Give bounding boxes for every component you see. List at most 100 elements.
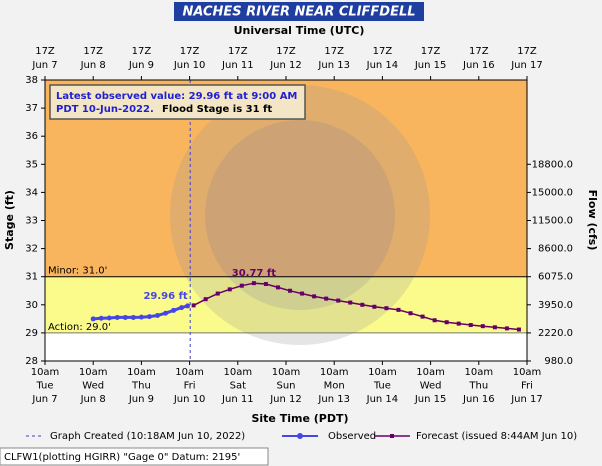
- x-tick-label: Jun 7: [31, 394, 57, 405]
- x-tick-label: Sun: [276, 381, 295, 392]
- y-axis-title: Stage (ft): [3, 190, 16, 250]
- footer-box: [0, 447, 269, 466]
- y-tick-label: 29: [25, 328, 38, 339]
- x2-tick-label: 17Z: [276, 46, 296, 57]
- y-tick-label: 38: [25, 75, 38, 86]
- y2-tick-label: 2220.0: [538, 328, 573, 339]
- x-tick-label: 10am: [79, 367, 108, 378]
- legend-label: Forecast (issued 8:44AM Jun 10): [416, 431, 577, 442]
- y2-tick-label: 15000.0: [532, 187, 573, 198]
- x2-tick-label: 17Z: [373, 46, 393, 57]
- x-tick-label: Jun 12: [269, 394, 302, 405]
- x-tick-label: Jun 13: [317, 394, 350, 405]
- y-tick-label: 37: [25, 103, 38, 114]
- data-point: [348, 300, 353, 305]
- footer: CLFW1(plotting HGIRR) "Gage 0" Datum: 21…: [4, 452, 240, 463]
- data-point: [408, 311, 413, 316]
- data-point: [227, 287, 232, 292]
- x2-tick-label: 17Z: [324, 46, 344, 57]
- x-axis-title: Site Time (PDT): [251, 412, 348, 425]
- data-point: [444, 320, 449, 325]
- x2-tick-label: 17Z: [228, 46, 248, 57]
- y-tick-label: 33: [25, 216, 38, 227]
- series-line: [193, 282, 520, 331]
- annotation: Latest observed value: 29.96 ft at 9:00 …: [56, 91, 297, 102]
- data-point: [516, 327, 521, 332]
- y2-tick-label: 6075.0: [538, 272, 573, 283]
- x-tick-label: 10am: [368, 367, 397, 378]
- frame: [44, 79, 528, 362]
- x-tick-label: 10am: [465, 367, 494, 378]
- x2-tick-label: Jun 10: [173, 60, 206, 71]
- value-label: 29.96 ft: [143, 291, 187, 302]
- x2-tick-label: Jun 8: [80, 60, 106, 71]
- x-tick-label: 10am: [31, 367, 60, 378]
- legend-label: Observed: [328, 431, 376, 442]
- x2-tick-label: Jun 9: [128, 60, 154, 71]
- data-point: [154, 312, 160, 318]
- x2-tick-label: Jun 11: [221, 60, 254, 71]
- x2-tick-label: 17Z: [180, 46, 200, 57]
- data-point: [396, 307, 401, 312]
- annotation: Flood Stage is 31 ft: [162, 104, 272, 115]
- x-tick-label: Thu: [131, 381, 151, 392]
- legend-label: Graph Created (10:18AM Jun 10, 2022): [50, 431, 245, 442]
- x2-tick-label: 17Z: [469, 46, 489, 57]
- x2-tick-label: Jun 15: [414, 60, 447, 71]
- y-tick-label: 32: [25, 244, 38, 255]
- x2-tick-label: 17Z: [83, 46, 103, 57]
- x-tick-label: 10am: [513, 367, 542, 378]
- data-point: [130, 314, 136, 320]
- x-tick-label: Jun 17: [510, 394, 543, 405]
- flood-label: Action: 29.0': [48, 322, 111, 333]
- top-axis-title: Universal Time (UTC): [234, 24, 365, 37]
- y-tick-label: 28: [25, 356, 38, 367]
- data-point: [300, 291, 305, 296]
- data-point: [163, 310, 168, 316]
- x-tick-label: Jun 15: [414, 394, 447, 405]
- data-point: [171, 307, 177, 313]
- data-point: [90, 316, 96, 322]
- data-point: [432, 318, 437, 323]
- x-tick-label: Jun 8: [80, 394, 106, 405]
- y-tick-label: 30: [25, 300, 38, 311]
- x-tick-label: Tue: [373, 381, 391, 392]
- x-tick-label: 10am: [175, 367, 204, 378]
- data-point: [263, 282, 268, 287]
- x-tick-label: Tue: [35, 381, 53, 392]
- y2-tick-label: 18800.0: [532, 159, 573, 170]
- x-tick-label: Sat: [230, 381, 246, 392]
- data-point: [179, 305, 185, 311]
- x2-tick-label: Jun 12: [269, 60, 302, 71]
- data-point: [384, 306, 389, 311]
- data-point: [275, 285, 280, 290]
- x-tick-label: Wed: [82, 381, 104, 392]
- value-label: 30.77 ft: [232, 268, 276, 279]
- data-point: [203, 297, 208, 302]
- chart-title: NACHES RIVER NEAR CLIFFDELL: [182, 5, 415, 20]
- x-tick-label: Fri: [521, 381, 533, 392]
- y-tick-label: 34: [25, 187, 38, 198]
- data-point: [106, 315, 112, 321]
- x-tick-label: 10am: [127, 367, 156, 378]
- x2-tick-label: Jun 16: [462, 60, 495, 71]
- y-tick-label: 35: [25, 159, 38, 170]
- x-tick-label: 10am: [416, 367, 445, 378]
- data-point: [420, 314, 425, 319]
- x-tick-label: Wed: [420, 381, 442, 392]
- data-point: [146, 314, 152, 320]
- data-point: [138, 314, 144, 320]
- x2-tick-label: 17Z: [35, 46, 55, 57]
- data-point: [504, 326, 509, 331]
- x2-tick-label: Jun 17: [510, 60, 543, 71]
- x2-tick-label: Jun 13: [317, 60, 350, 71]
- watermark: [205, 120, 395, 310]
- x-tick-label: Jun 14: [366, 394, 399, 405]
- annotation-box: [49, 84, 306, 120]
- y2-tick-label: 980.0: [544, 356, 573, 367]
- data-point: [191, 303, 196, 308]
- data-point: [360, 302, 365, 307]
- y2-tick-label: 3950.0: [538, 300, 573, 311]
- data-point: [185, 303, 191, 309]
- x2-tick-label: Jun 14: [366, 60, 399, 71]
